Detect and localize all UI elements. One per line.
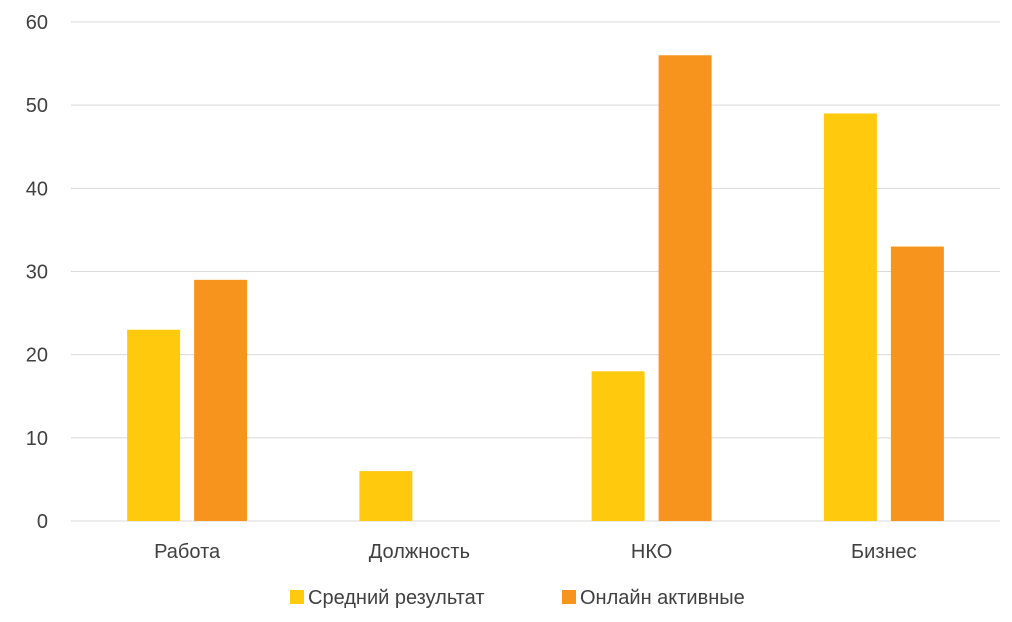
bar-sredniy-rezultat-1 xyxy=(359,471,413,521)
y-tick-label: 10 xyxy=(26,428,48,450)
y-tick-label: 50 xyxy=(26,95,48,117)
x-tick-label: НКО xyxy=(631,541,672,563)
y-tick-label: 40 xyxy=(26,178,48,200)
legend-swatch xyxy=(290,590,304,604)
x-tick-label: Работа xyxy=(154,541,221,563)
bar-onlayn-aktivnye-2 xyxy=(658,55,712,522)
bar-sredniy-rezultat-0 xyxy=(127,329,181,521)
y-tick-label: 0 xyxy=(37,511,48,533)
x-tick-label: Должность xyxy=(369,541,470,563)
legend: Средний результат Онлайн активные xyxy=(290,587,745,609)
legend-swatch xyxy=(562,590,576,604)
bar-onlayn-aktivnye-0 xyxy=(194,279,248,521)
legend-label: Онлайн активные xyxy=(580,587,745,609)
y-tick-label: 30 xyxy=(26,262,48,284)
y-axis-tick-labels: 0 10 20 30 40 50 60 xyxy=(26,12,48,533)
bar-sredniy-rezultat-2 xyxy=(591,371,645,521)
y-tick-label: 60 xyxy=(26,12,48,34)
bar-sredniy-rezultat-3 xyxy=(823,113,877,521)
bar-onlayn-aktivnye-3 xyxy=(890,246,944,522)
bars xyxy=(127,55,944,522)
y-tick-label: 20 xyxy=(26,345,48,367)
x-axis-tick-labels: Работа Должность НКО Бизнес xyxy=(154,541,917,563)
x-tick-label: Бизнес xyxy=(851,541,917,563)
legend-label: Средний результат xyxy=(308,587,484,609)
